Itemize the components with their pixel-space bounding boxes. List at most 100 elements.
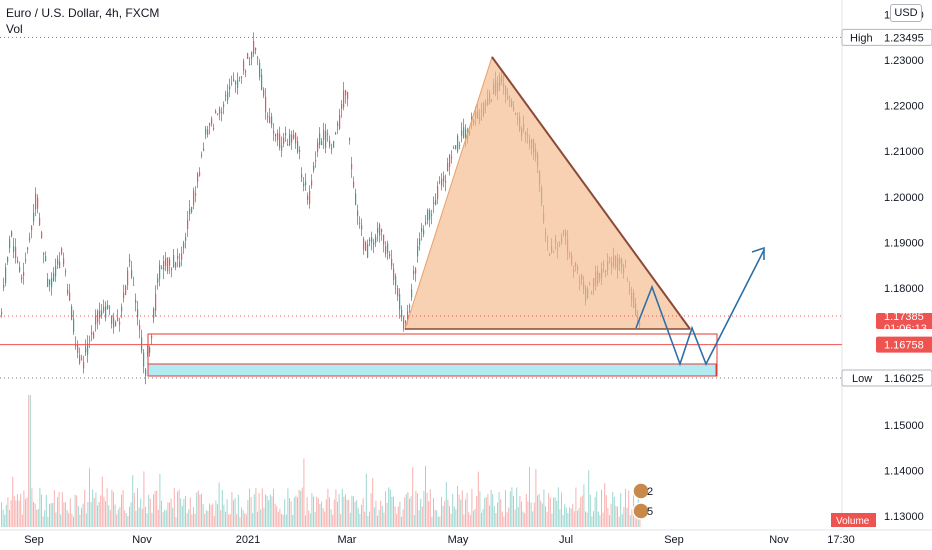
volume-bar	[409, 498, 410, 527]
candle-body	[433, 201, 435, 205]
volume-bar	[437, 516, 439, 527]
candle-body	[243, 60, 245, 71]
volume-bar	[577, 510, 578, 527]
volume-bar	[133, 492, 135, 527]
volume-bar	[189, 497, 191, 527]
volume-bar	[372, 478, 374, 527]
volume-bar	[399, 501, 401, 527]
candle-body	[15, 247, 17, 258]
economic-event-icon[interactable]	[632, 482, 650, 500]
volume-bar	[9, 509, 10, 527]
volume-bar	[549, 497, 551, 527]
projection-path[interactable]	[635, 249, 765, 367]
volume-bar	[101, 476, 103, 527]
volume-bar	[188, 509, 190, 527]
volume-bar	[434, 509, 436, 527]
volume-bar	[305, 515, 306, 527]
volume-bar	[487, 493, 489, 527]
volume-bar	[180, 498, 182, 527]
volume-bar	[554, 497, 556, 527]
volume-bar	[425, 465, 426, 527]
candle-body	[219, 108, 221, 114]
candle-body	[31, 226, 33, 230]
volume-bar	[21, 514, 23, 527]
candle-body	[73, 318, 75, 332]
volume-badge	[831, 513, 876, 527]
volume-bar	[289, 498, 290, 527]
price-axis-tick: 1.14000	[884, 465, 924, 477]
volume-bar	[205, 510, 207, 527]
volume-bar	[530, 502, 532, 527]
volume-bar	[389, 489, 391, 527]
candle-body	[263, 89, 265, 96]
volume-bar	[47, 516, 49, 527]
volume-bar	[511, 487, 513, 527]
volume-bar	[92, 489, 94, 527]
price-axis-tick: 1.21000	[884, 146, 924, 158]
volume-bar	[297, 497, 298, 527]
volume-bar	[273, 488, 274, 527]
volume-bar	[581, 495, 583, 527]
harmonic-triangle-pattern[interactable]	[404, 55, 691, 330]
volume-bar	[589, 494, 591, 527]
candle-body	[49, 279, 51, 285]
volume-bar	[565, 507, 567, 527]
candle-body	[235, 81, 237, 85]
candle-body	[287, 144, 289, 146]
volume-bar	[396, 514, 398, 527]
triangle-resistance-line[interactable]	[491, 56, 691, 330]
volume-bar	[538, 493, 540, 527]
candle-body	[441, 178, 443, 186]
candle-body	[177, 256, 179, 259]
volume-bar	[181, 505, 183, 527]
candle-body	[115, 322, 117, 326]
candle-body	[81, 358, 83, 360]
volume-bar	[362, 498, 364, 527]
volume-bar	[55, 512, 57, 527]
event-count: 5	[647, 506, 653, 518]
candle-body	[375, 236, 377, 243]
volume-bar	[562, 515, 564, 527]
volume-bar	[607, 508, 609, 527]
candle-body	[275, 133, 277, 137]
volume-bar	[100, 495, 102, 527]
volume-bar	[33, 502, 34, 527]
volume-bar	[599, 515, 601, 527]
volume-bar	[393, 496, 394, 527]
demand-zone-box[interactable]	[147, 363, 717, 377]
volume-bar	[481, 512, 482, 527]
volume-bar	[337, 501, 338, 527]
time-axis-label: Sep	[24, 534, 44, 546]
candle-body	[369, 239, 371, 242]
volume-bar	[556, 500, 558, 527]
candle-body	[329, 140, 331, 147]
volume-bar	[281, 513, 282, 527]
candle-body	[341, 103, 343, 109]
economic-event-icon[interactable]	[632, 502, 650, 520]
volume-bar	[277, 512, 279, 527]
volume-bar	[7, 497, 9, 527]
volume-bar	[186, 513, 188, 527]
volume-bar	[183, 499, 185, 527]
candle-body	[367, 244, 369, 258]
volume-bar	[346, 499, 348, 527]
volume-bar	[490, 489, 492, 527]
price-axis-tick: 1.19000	[884, 237, 924, 249]
candle-body	[283, 137, 285, 144]
currency-button[interactable]: USD	[890, 4, 922, 22]
candle-body	[53, 273, 55, 281]
volume-bar	[61, 492, 63, 527]
volume-bar	[561, 492, 562, 527]
volume-bar	[330, 509, 332, 527]
low-prefix-label: Low	[852, 373, 872, 385]
candle-body	[111, 315, 113, 324]
candle-body	[457, 135, 459, 152]
volume-bar	[460, 499, 462, 527]
volume-bar	[618, 516, 620, 527]
candle-body	[155, 293, 157, 311]
volume-bar	[532, 511, 534, 527]
volume-bar	[130, 502, 132, 527]
candle-body	[105, 306, 107, 319]
